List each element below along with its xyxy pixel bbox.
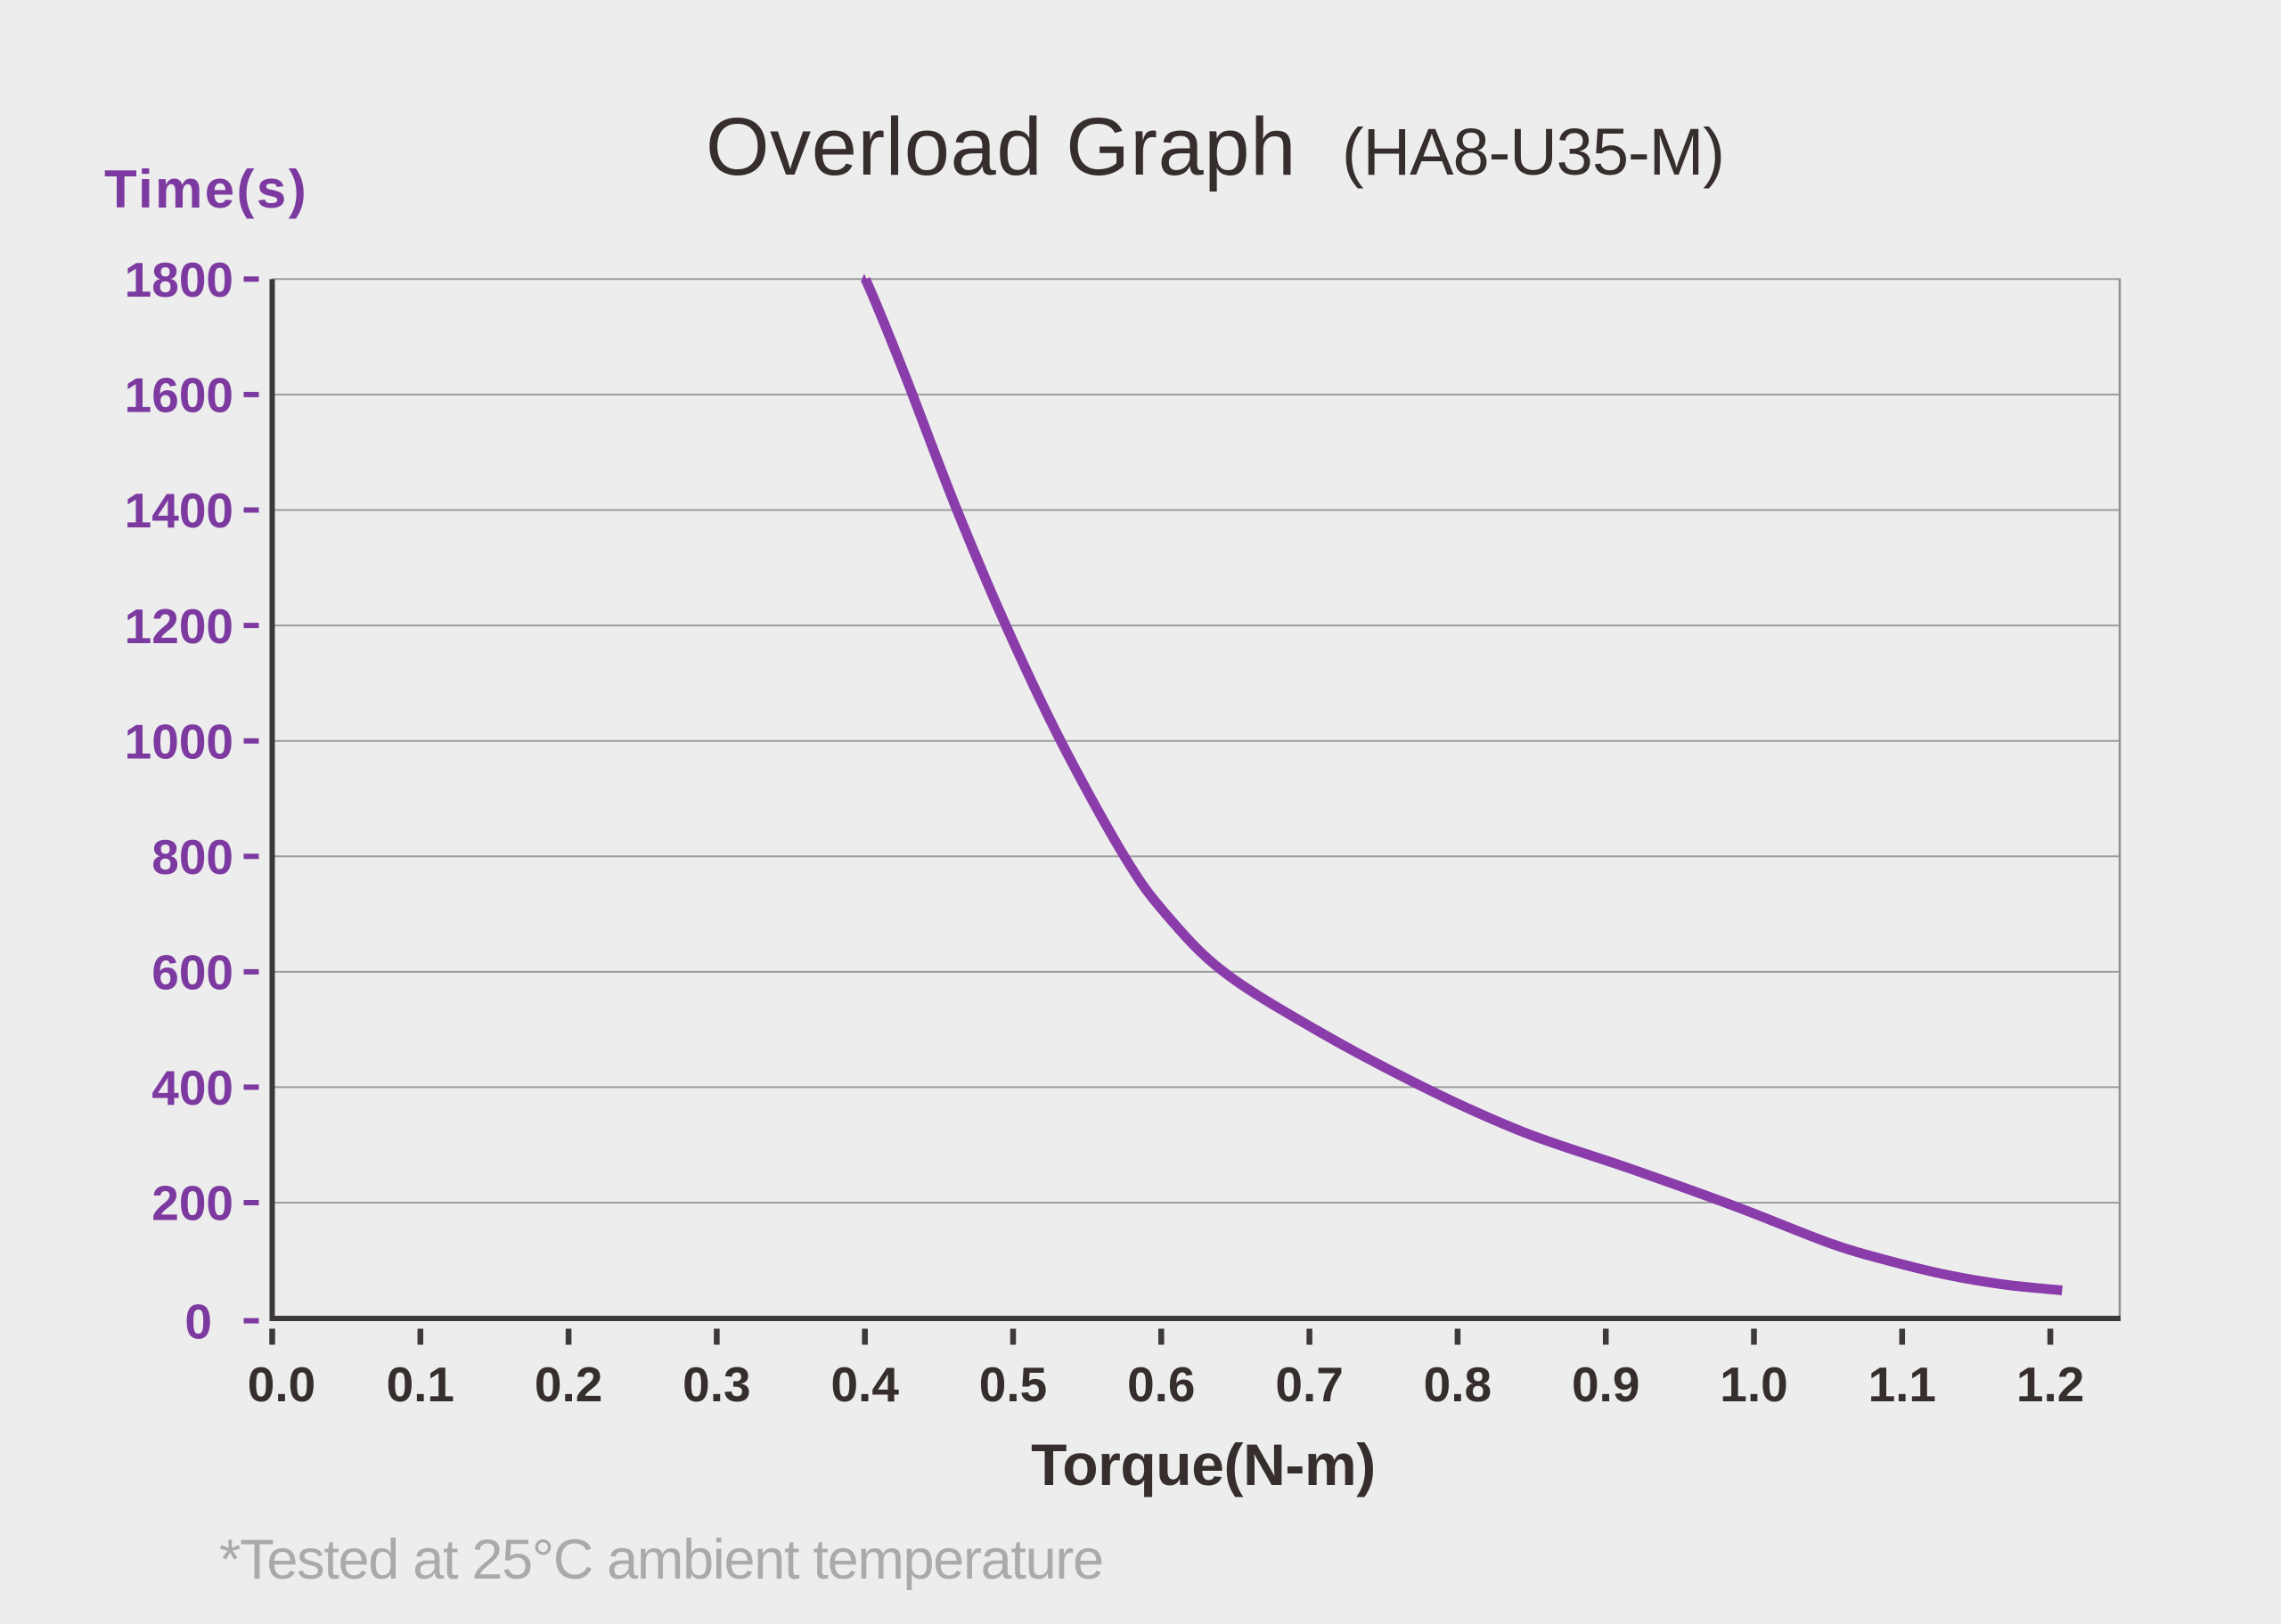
svg-text:1600: 1600 [125,368,233,423]
svg-text:0.3: 0.3 [683,1357,750,1412]
svg-text:1.1: 1.1 [1868,1357,1936,1412]
svg-text:1000: 1000 [125,714,233,769]
svg-text:(HA8-U35-M): (HA8-U35-M) [1342,115,1724,189]
svg-text:0.4: 0.4 [830,1357,899,1412]
svg-text:0.7: 0.7 [1275,1357,1343,1412]
svg-text:1.2: 1.2 [2016,1357,2084,1412]
svg-text:0.2: 0.2 [535,1357,602,1412]
svg-text:600: 600 [151,945,233,1000]
svg-text:Time(s): Time(s) [104,159,308,219]
svg-text:0.6: 0.6 [1127,1357,1195,1412]
svg-text:1400: 1400 [125,483,233,538]
svg-text:800: 800 [151,829,233,885]
svg-text:0.0: 0.0 [248,1357,315,1412]
svg-text:0.8: 0.8 [1424,1357,1492,1412]
svg-text:0: 0 [184,1293,212,1349]
svg-text:*Tested at 25°C ambient temper: *Tested at 25°C ambient temperature [219,1529,1103,1591]
svg-text:1200: 1200 [125,599,233,654]
svg-text:400: 400 [151,1060,233,1115]
svg-text:1.0: 1.0 [1720,1357,1787,1412]
svg-text:0.1: 0.1 [387,1357,454,1412]
svg-text:1800: 1800 [125,252,233,307]
svg-text:200: 200 [151,1176,233,1231]
svg-text:0.9: 0.9 [1572,1357,1639,1412]
svg-text:Overload Graph: Overload Graph [706,102,1296,192]
svg-text:Torque(N-m): Torque(N-m) [1031,1432,1376,1498]
svg-text:0.5: 0.5 [979,1357,1047,1412]
